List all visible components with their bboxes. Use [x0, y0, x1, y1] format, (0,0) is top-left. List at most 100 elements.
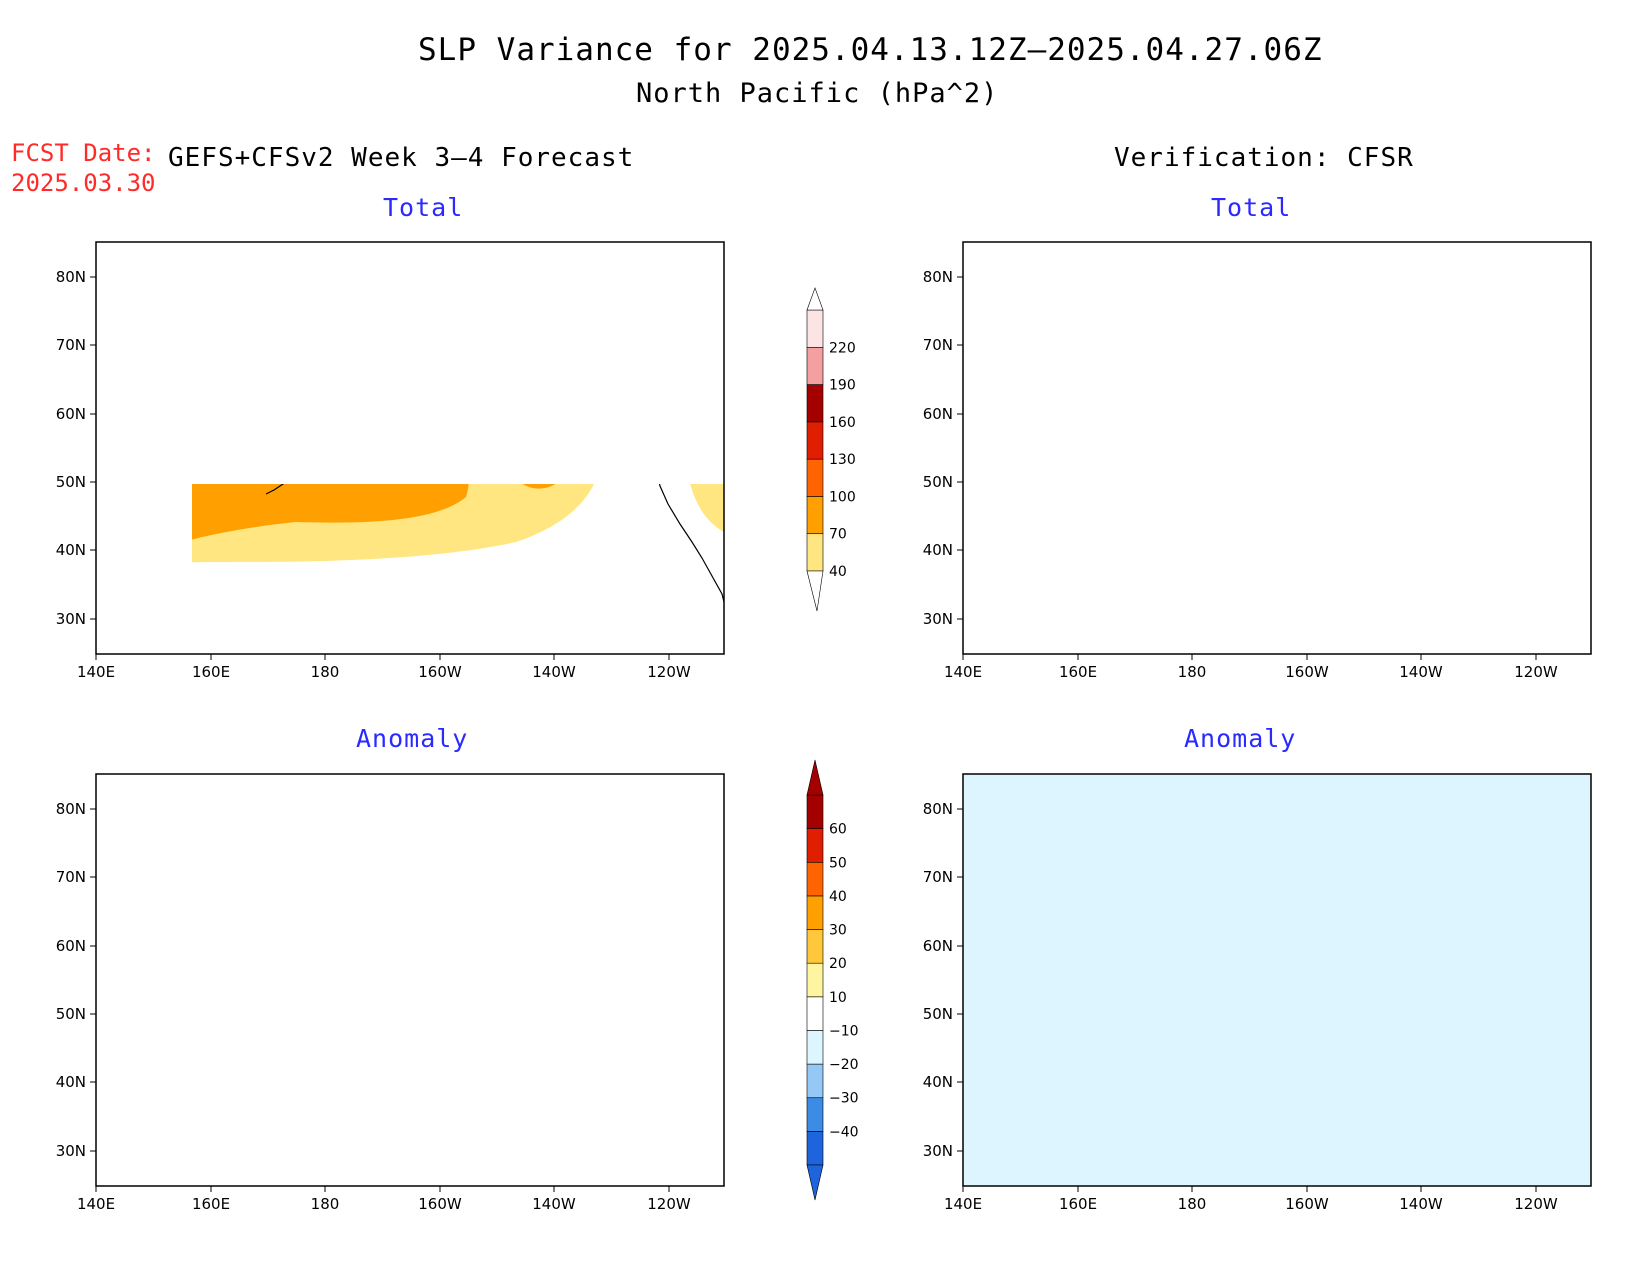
lat-label: 60N	[56, 937, 86, 955]
lat-label: 80N	[923, 268, 953, 286]
colorbar-total-swatch	[806, 496, 824, 535]
lon-label: 160W	[1285, 1195, 1329, 1213]
lon-label: 140E	[944, 663, 982, 681]
lat-label: 40N	[56, 1073, 86, 1091]
colorbar-total-swatch	[806, 421, 824, 460]
lat-label: 30N	[56, 610, 86, 628]
panel-title-forecast-anomaly: Anomaly	[356, 724, 469, 753]
lon-label: 160W	[418, 663, 462, 681]
colorbar-total-swatch	[806, 309, 824, 348]
contour-orange	[192, 484, 469, 540]
lon-label: 180	[311, 1195, 340, 1213]
lon-label: 160W	[418, 1195, 462, 1213]
colorbar-total-swatch	[806, 346, 824, 385]
forecast-column-title: GEFS+CFSv2 Week 3–4 Forecast	[168, 143, 635, 173]
map-panel-forecast-anomaly	[95, 773, 725, 1187]
colorbar-total-swatch	[806, 458, 824, 497]
figure-subtitle: North Pacific (hPa^2)	[636, 78, 999, 109]
colorbar-anomaly-label: 20	[829, 956, 847, 972]
lon-label: 140E	[77, 663, 115, 681]
colorbar-total-label: 190	[829, 378, 856, 394]
lat-label: 50N	[56, 1005, 86, 1023]
lon-label: 160E	[192, 1195, 230, 1213]
axes-layer: 80N 70N 60N 50N 40N 30N 140E 160E 180 160W 140W 120…	[56, 268, 1558, 1213]
lat-label: 80N	[923, 800, 953, 818]
colorbar-anomaly-swatch	[806, 1063, 824, 1099]
lat-label: 70N	[56, 336, 86, 354]
colorbar-anomaly-label: 60	[829, 822, 847, 838]
colorbar-anomaly-label: −40	[829, 1124, 859, 1140]
colorbar-anomaly-label: 10	[829, 990, 847, 1006]
lat-label: 80N	[56, 268, 86, 286]
lat-label: 50N	[923, 473, 953, 491]
lat-label: 30N	[56, 1142, 86, 1160]
lon-label: 120W	[647, 1195, 691, 1213]
lon-label: 180	[311, 663, 340, 681]
colorbar-total-label: 70	[829, 527, 847, 543]
lon-label: 180	[1178, 663, 1207, 681]
lon-label: 140E	[77, 1195, 115, 1213]
lat-label: 40N	[923, 541, 953, 559]
colorbar-anomaly: −40 −30 −20 −10 10 20 30 40 50 60	[806, 759, 859, 1201]
colorbar-anomaly-swatch	[806, 1030, 824, 1065]
lat-label: 30N	[923, 610, 953, 628]
colorbar-anomaly-swatch	[806, 794, 824, 829]
colorbar-anomaly-top-tip	[806, 759, 824, 796]
lat-label: 40N	[923, 1073, 953, 1091]
lat-label: 70N	[923, 868, 953, 886]
lon-label: 140W	[1399, 663, 1443, 681]
lon-label: 120W	[1514, 663, 1558, 681]
colorbar-anomaly-swatch	[806, 1097, 824, 1132]
lat-label: 70N	[923, 336, 953, 354]
contour-orange-small	[522, 484, 555, 489]
colorbar-anomaly-swatch	[806, 895, 824, 930]
colorbar-anomaly-swatch	[806, 828, 824, 863]
map-panel-verification-anomaly	[962, 773, 1592, 1187]
lon-label: 120W	[1514, 1195, 1558, 1213]
colorbar-total-label: 40	[829, 564, 847, 580]
lat-label: 60N	[923, 405, 953, 423]
lon-label: 160E	[192, 663, 230, 681]
lat-label: 50N	[923, 1005, 953, 1023]
lat-label: 40N	[56, 541, 86, 559]
colorbar-total-bottom-tip	[806, 570, 824, 612]
colorbar-anomaly-swatch	[806, 996, 824, 1031]
lat-label: 60N	[923, 937, 953, 955]
panel-title-forecast-total: Total	[383, 193, 464, 222]
colorbar-anomaly-label: 30	[829, 923, 847, 939]
lon-label: 160W	[1285, 663, 1329, 681]
panel-title-verification-anomaly: Anomaly	[1184, 724, 1297, 753]
colorbar-anomaly-swatch	[806, 962, 824, 998]
panel-title-verification-total: Total	[1211, 193, 1292, 222]
colorbar-anomaly-swatch	[806, 929, 824, 964]
lon-label: 160E	[1059, 663, 1097, 681]
lat-label: 70N	[56, 868, 86, 886]
colorbar-total-swatch	[806, 533, 824, 572]
fcst-date-value: 2025.03.30	[11, 169, 156, 197]
lon-label: 180	[1178, 1195, 1207, 1213]
lon-label: 160E	[1059, 1195, 1097, 1213]
colorbar-total-label: 220	[829, 340, 856, 356]
colorbar-total-label: 130	[829, 452, 856, 468]
colorbar-total-label: 100	[829, 489, 856, 505]
colorbar-total-label: 160	[829, 415, 856, 431]
lon-label: 140W	[1399, 1195, 1443, 1213]
colorbar-anomaly-swatch	[806, 1131, 824, 1166]
colorbar-total-swatch	[806, 384, 824, 423]
colorbar-anomaly-label: −20	[829, 1057, 859, 1073]
lat-label: 60N	[56, 405, 86, 423]
colorbar-anomaly-label: −30	[829, 1091, 859, 1107]
colorbar-anomaly-bottom-tip	[806, 1164, 824, 1201]
lon-label: 120W	[647, 663, 691, 681]
colorbar-anomaly-swatch	[806, 861, 824, 897]
fcst-date-label: FCST Date:	[11, 139, 156, 167]
figure-title: SLP Variance for 2025.04.13.12Z–2025.04.…	[418, 32, 1323, 68]
lat-label: 30N	[923, 1142, 953, 1160]
colorbar-total-top-tip	[806, 287, 824, 311]
lon-label: 140W	[532, 663, 576, 681]
lon-label: 140W	[532, 1195, 576, 1213]
colorbar-anomaly-label: −10	[829, 1023, 859, 1039]
lon-label: 140E	[944, 1195, 982, 1213]
verification-column-title: Verification: CFSR	[1114, 143, 1414, 173]
